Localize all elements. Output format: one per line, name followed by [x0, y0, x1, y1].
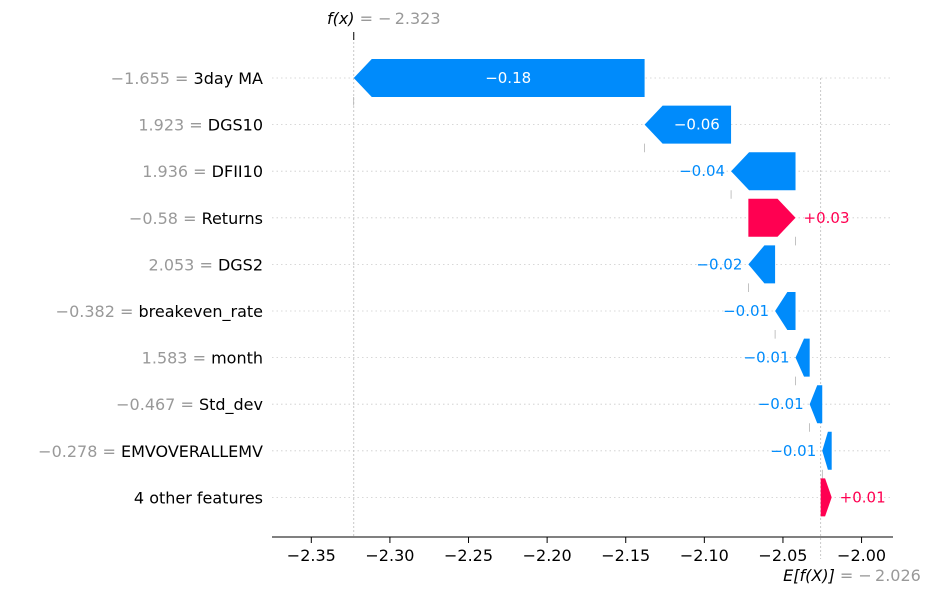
shap-value-label: −0.01	[770, 442, 816, 460]
bar-dgs10	[644, 105, 732, 144]
x-tick-label: −2.00	[837, 546, 886, 565]
bar-4-other-features	[820, 478, 832, 517]
shap-value-label: −0.02	[696, 255, 742, 273]
feature-name: EMVOVERALLEMV	[121, 441, 263, 460]
bar-dfii10	[731, 152, 796, 191]
bars	[353, 59, 832, 517]
feature-label: 1.583 = month	[142, 348, 263, 367]
bar-3day-ma	[353, 59, 645, 97]
bar-dgs2	[748, 245, 776, 284]
bar-std_dev	[809, 385, 823, 424]
feature-value: 1.923 =	[138, 115, 207, 134]
feature-label: −0.467 = Std_dev	[116, 395, 263, 415]
feature-name: DGS10	[208, 115, 263, 134]
feature-label: 2.053 = DGS2	[149, 255, 263, 274]
shap-value-label: −0.01	[758, 395, 804, 413]
feature-label: 1.936 = DFII10	[142, 162, 263, 181]
shap-value-label: −0.18	[485, 69, 531, 87]
reference-lines	[353, 32, 823, 559]
fx-label: f(x)	[327, 9, 355, 28]
bar-breakeven_rate	[775, 292, 796, 330]
x-tick-label: −2.10	[680, 546, 729, 565]
x-axis: −2.35 −2.30 −2.25 −2.20 −2.15 −2.10 −2.05 −2.00	[272, 536, 893, 565]
base-value: = − 2.026	[835, 566, 921, 585]
feature-name: 3day MA	[194, 69, 264, 88]
base-label: E[f(X)]	[783, 566, 835, 585]
x-tick-label: −2.15	[601, 546, 650, 565]
shap-value-label: −0.01	[744, 349, 790, 367]
feature-value: −0.467 =	[116, 395, 199, 414]
feature-label: −0.278 = EMVOVERALLEMV	[38, 441, 263, 460]
feature-label: −1.655 = 3day MA	[111, 69, 263, 88]
shap-value-label: +0.03	[804, 209, 850, 227]
feature-name: DGS2	[218, 255, 263, 274]
shap-value-label: −0.06	[674, 116, 720, 134]
feature-name: month	[211, 348, 263, 367]
feature-label: −0.58 = Returns	[129, 208, 263, 227]
feature-label: 1.923 = DGS10	[138, 115, 263, 134]
shap-value-label: +0.01	[840, 488, 886, 506]
feature-name: breakeven_rate	[138, 302, 263, 322]
feature-name: 4 other features	[134, 488, 263, 507]
feature-value: 2.053 =	[149, 255, 218, 274]
x-tick-label: −2.25	[444, 546, 493, 565]
feature-value: −0.58 =	[129, 208, 202, 227]
bar-returns	[748, 198, 796, 237]
feature-label: −0.382 = breakeven_rate	[56, 302, 263, 322]
shap-value-label: −0.04	[679, 162, 725, 180]
x-tick-label: −2.05	[758, 546, 807, 565]
row-gridlines	[272, 77, 893, 498]
shap-value-label: −0.01	[723, 302, 769, 320]
feature-value: 1.936 =	[142, 162, 211, 181]
bar-emvoverallemv	[822, 431, 832, 470]
feature-value: −0.382 =	[56, 302, 139, 321]
feature-value: −1.655 =	[111, 69, 194, 88]
fx-value: = − 2.323	[355, 9, 441, 28]
x-tick-label: −2.35	[287, 546, 336, 565]
x-tick-label: −2.30	[365, 546, 414, 565]
bar-month	[795, 338, 810, 377]
feature-labels: −0.18 −1.655 = 3day MA −0.06 1.923 = DGS10 −…	[38, 69, 885, 507]
feature-label: 4 other features	[134, 488, 263, 507]
feature-name: DFII10	[212, 162, 263, 181]
feature-value: 1.583 =	[142, 348, 211, 367]
x-tick-label: −2.20	[523, 546, 572, 565]
base-value-annotation: E[f(X)] = − 2.026	[783, 566, 921, 585]
feature-value: −0.278 =	[38, 441, 121, 460]
fx-annotation: f(x) = − 2.323	[327, 9, 441, 28]
feature-name: Std_dev	[199, 395, 263, 415]
feature-name: Returns	[202, 208, 263, 227]
